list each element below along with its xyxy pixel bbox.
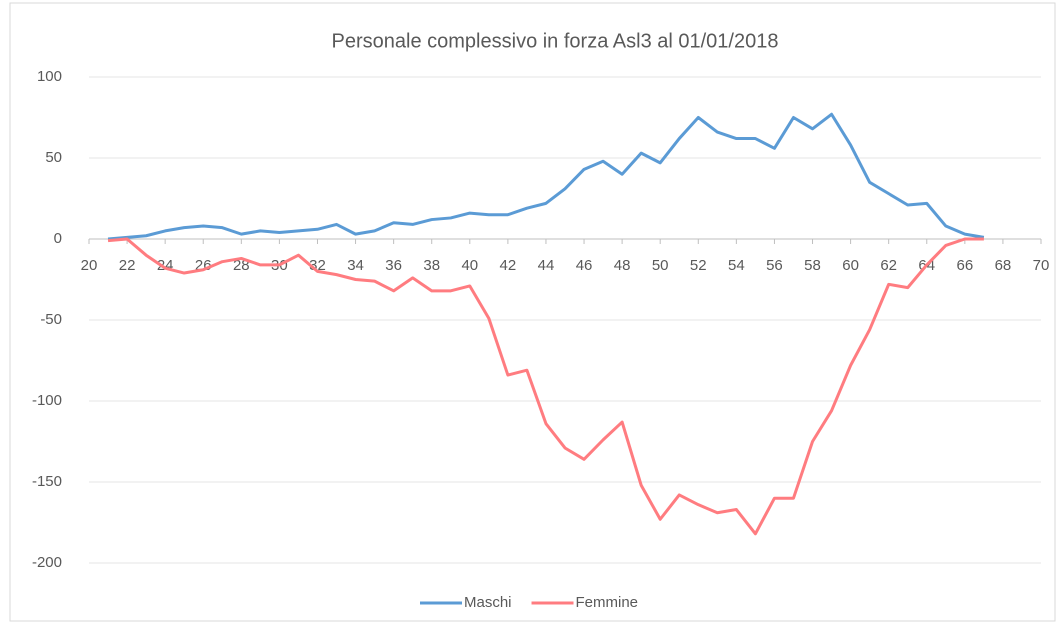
x-tick-label: 48 — [614, 257, 631, 274]
y-tick-label: -150 — [32, 473, 62, 490]
x-tick-label: 60 — [842, 257, 859, 274]
x-tick-label: 34 — [347, 257, 364, 274]
y-tick-label: 0 — [54, 230, 62, 247]
x-tick-label: 62 — [880, 257, 897, 274]
series-line — [107, 112, 985, 241]
chart-border — [9, 2, 1056, 622]
x-tick-label: 46 — [576, 257, 593, 274]
x-tick-label: 38 — [423, 257, 440, 274]
x-tick-label: 20 — [81, 257, 98, 274]
x-tick-label: 68 — [995, 257, 1012, 274]
legend-label: Femmine — [576, 594, 639, 611]
x-tick-label: 54 — [728, 257, 745, 274]
x-tick-label: 56 — [766, 257, 783, 274]
chart-title: Personale complessivo in forza Asl3 al 0… — [332, 30, 779, 52]
x-tick-label: 44 — [538, 257, 555, 274]
x-tick-label: 22 — [119, 257, 136, 274]
y-tick-label: -100 — [32, 392, 62, 409]
x-tick-label: 50 — [652, 257, 669, 274]
series-line — [107, 237, 984, 536]
x-tick-label: 36 — [385, 257, 402, 274]
y-tick-label: 100 — [37, 68, 62, 85]
x-tick-label: 52 — [690, 257, 707, 274]
x-tick-label: 40 — [461, 257, 478, 274]
x-tick-label: 58 — [804, 257, 821, 274]
y-tick-label: -50 — [40, 311, 62, 328]
x-tick-label: 42 — [500, 257, 517, 274]
y-tick-label: 50 — [45, 149, 62, 166]
x-tick-label: 66 — [956, 257, 973, 274]
y-tick-label: -200 — [32, 554, 62, 571]
x-tick-label: 70 — [1033, 257, 1050, 274]
legend-label: Maschi — [464, 594, 512, 611]
